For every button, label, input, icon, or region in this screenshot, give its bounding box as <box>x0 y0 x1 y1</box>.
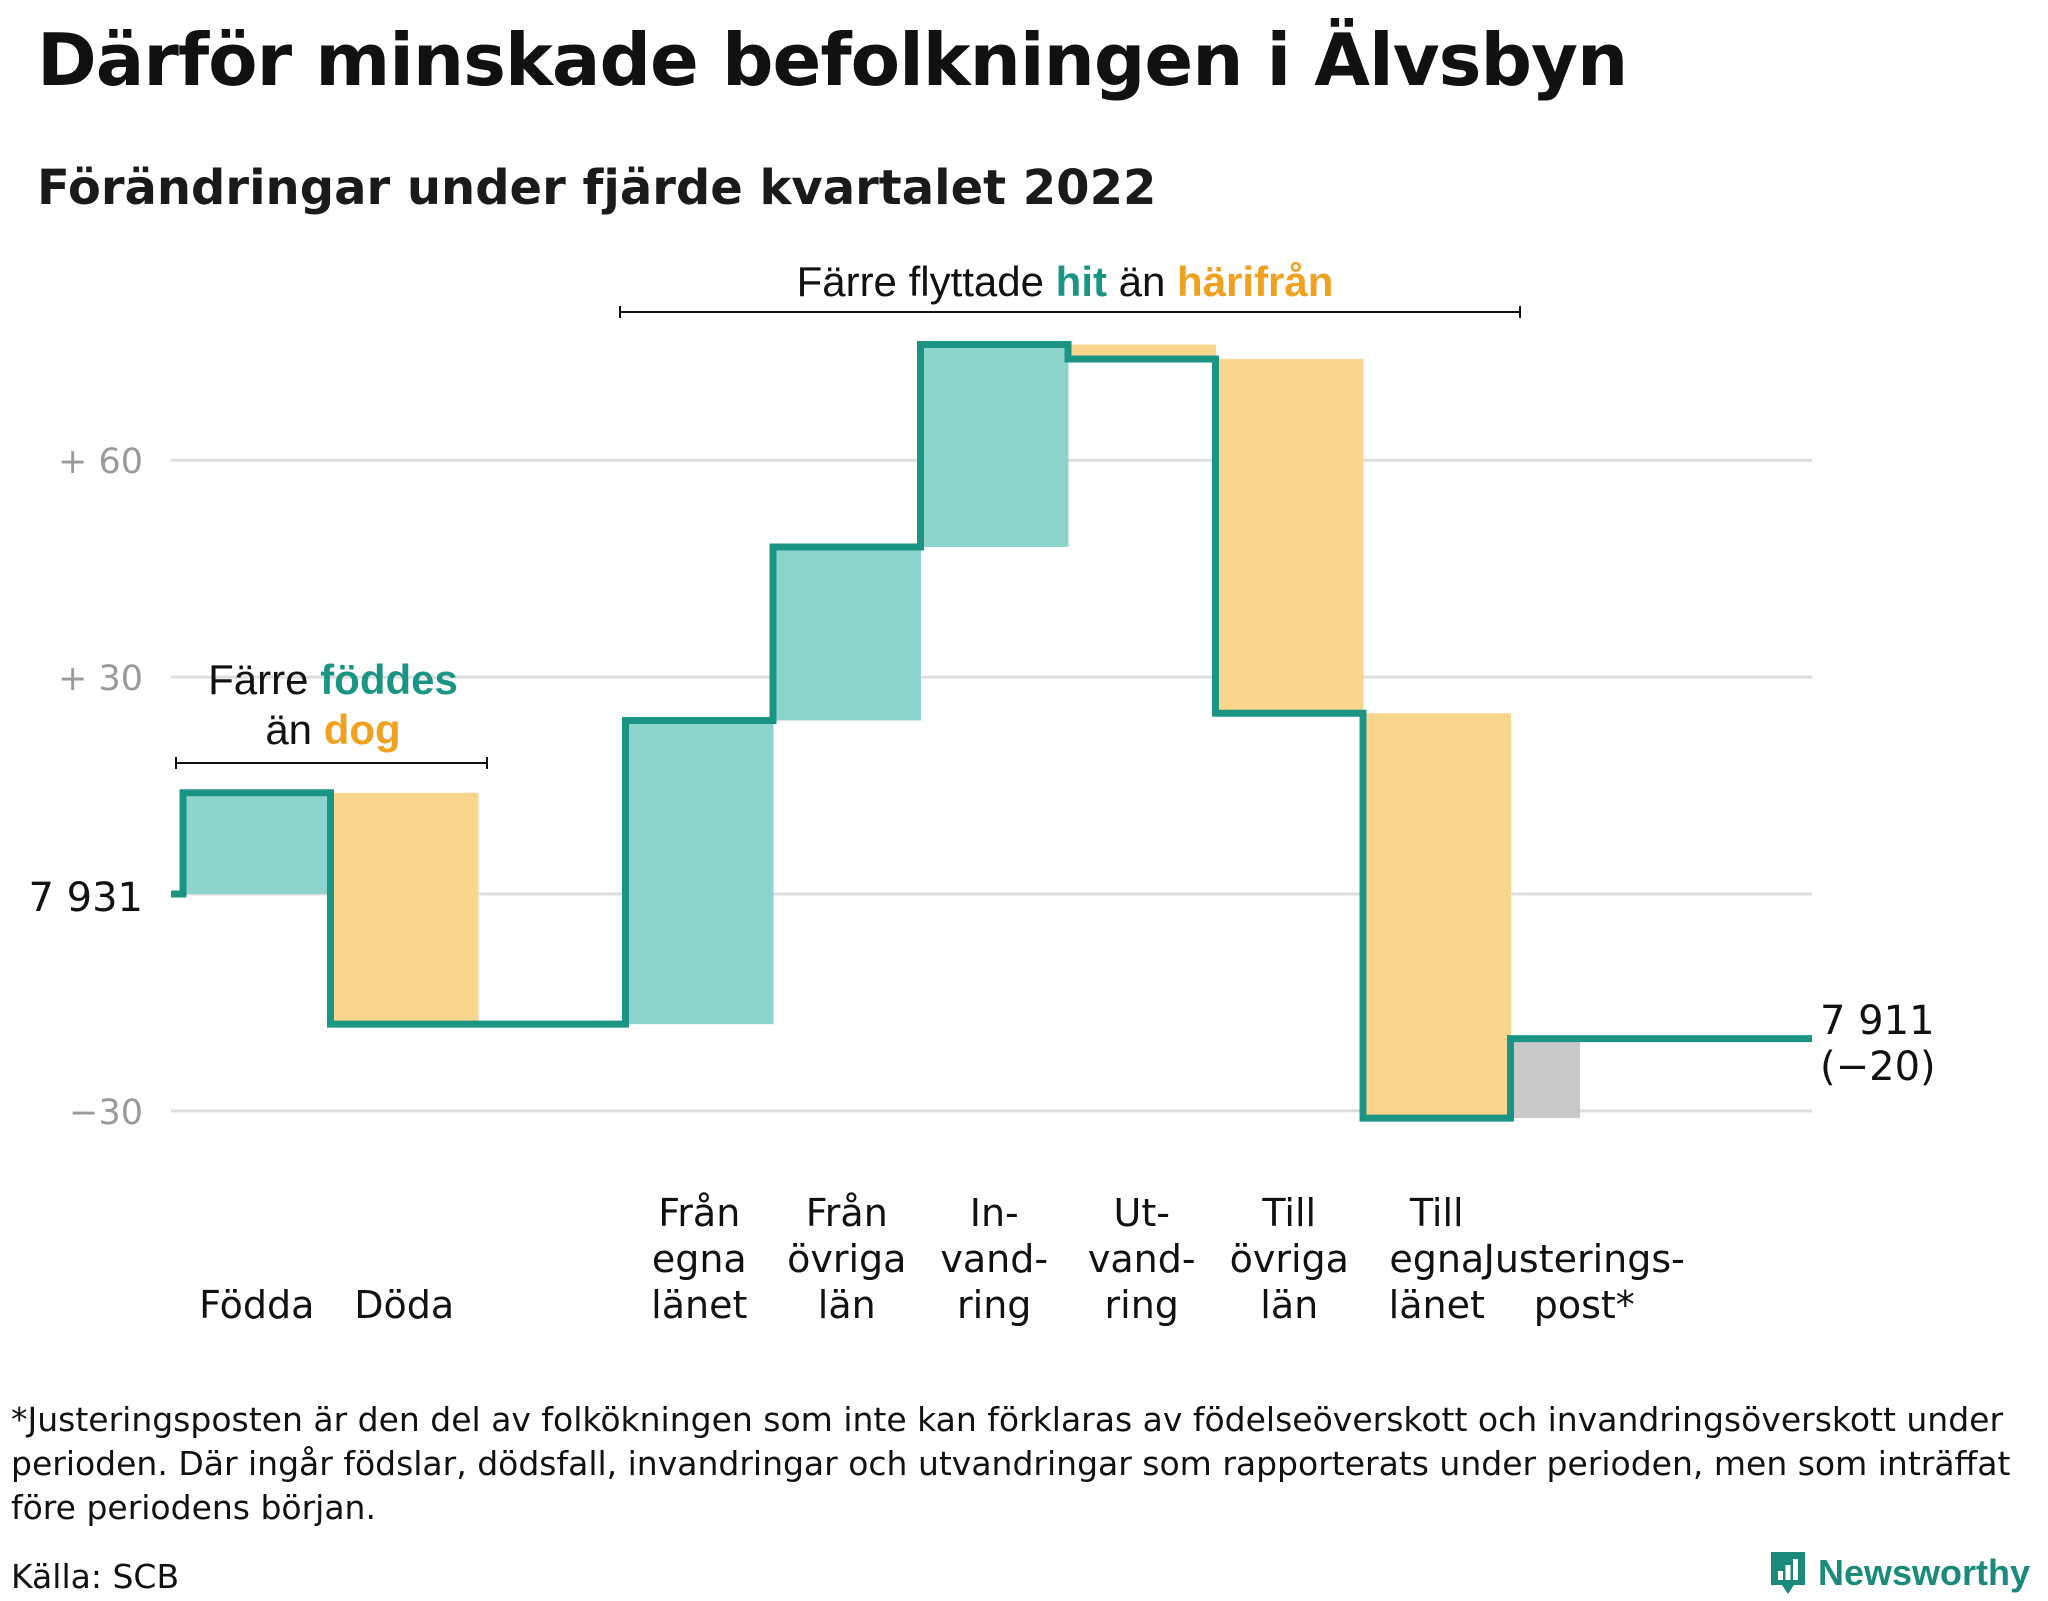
waterfall-bar <box>1510 1038 1581 1119</box>
chart-title: Därför minskade befolkningen i Älvsbyn <box>37 18 1628 102</box>
y-tick-label: + 60 <box>58 442 143 482</box>
category-label: Till <box>1409 1191 1464 1235</box>
annotation-segment: Färre <box>208 656 320 703</box>
annotation-segment: Färre flyttade <box>797 258 1056 305</box>
annotation-segment: än <box>265 706 323 753</box>
category-label: övriga <box>1230 1237 1349 1281</box>
waterfall-bar <box>625 720 774 1025</box>
category-label: länet <box>1389 1283 1485 1327</box>
source-label: Källa: SCB <box>11 1557 180 1596</box>
annotation-text: Färre flyttade hit än härifrån <box>797 258 1334 305</box>
category-label: Ut- <box>1114 1191 1170 1235</box>
brand-name: Newsworthy <box>1818 1552 2031 1593</box>
waterfall-bar <box>330 792 479 1025</box>
bars <box>183 344 1581 1119</box>
waterfall-bar <box>920 344 1069 547</box>
chart-subtitle: Förändringar under fjärde kvartalet 2022 <box>37 160 1157 216</box>
y-tick-label: −30 <box>69 1093 143 1133</box>
category-label: vand- <box>1088 1237 1196 1281</box>
category-label: post* <box>1534 1283 1635 1327</box>
annotation-segment: hit <box>1056 258 1107 305</box>
category-label: Från <box>658 1191 740 1235</box>
annotation-segment: dog <box>324 706 401 753</box>
category-label: Födda <box>199 1283 314 1327</box>
category-label: län <box>818 1283 876 1327</box>
category-label: län <box>1260 1283 1318 1327</box>
newsworthy-logo-icon <box>1771 1552 1805 1594</box>
category-label: länet <box>651 1283 747 1327</box>
annotation-segment: härifrån <box>1177 258 1333 305</box>
annotation-segment: än <box>1107 258 1177 305</box>
end-value-label: 7 911 <box>1820 998 1935 1044</box>
running-total-line-path <box>171 341 1812 1122</box>
annotation-text: än dog <box>265 706 400 753</box>
start-value-label: 7 931 <box>28 875 143 921</box>
category-label: övriga <box>787 1237 906 1281</box>
category-label: egna <box>1389 1237 1484 1281</box>
category-label: ring <box>1105 1283 1179 1327</box>
category-label: In- <box>970 1191 1019 1235</box>
category-label: Justerings- <box>1482 1237 1685 1281</box>
y-tick-label: + 30 <box>58 659 143 699</box>
category-label: Från <box>806 1191 888 1235</box>
footnote: *Justeringsposten är den del av folkökni… <box>11 1400 2011 1527</box>
category-label: egna <box>652 1237 747 1281</box>
annotation-segment: föddes <box>320 656 458 703</box>
waterfall-bar <box>1363 713 1511 1119</box>
annotation-text: Färre föddes <box>208 656 458 703</box>
waterfall-bar <box>773 546 921 721</box>
end-value-label: (−20) <box>1820 1044 1936 1090</box>
brand-logo[interactable]: Newsworthy <box>1768 1545 2030 1601</box>
waterfall-bar <box>1068 344 1216 359</box>
category-label: vand- <box>940 1237 1048 1281</box>
running-total-line <box>171 341 1812 1122</box>
waterfall-bar <box>1215 358 1364 714</box>
category-label: Till <box>1261 1191 1316 1235</box>
category-label: Döda <box>354 1283 454 1327</box>
waterfall-bar <box>183 792 331 894</box>
category-label: ring <box>957 1283 1031 1327</box>
